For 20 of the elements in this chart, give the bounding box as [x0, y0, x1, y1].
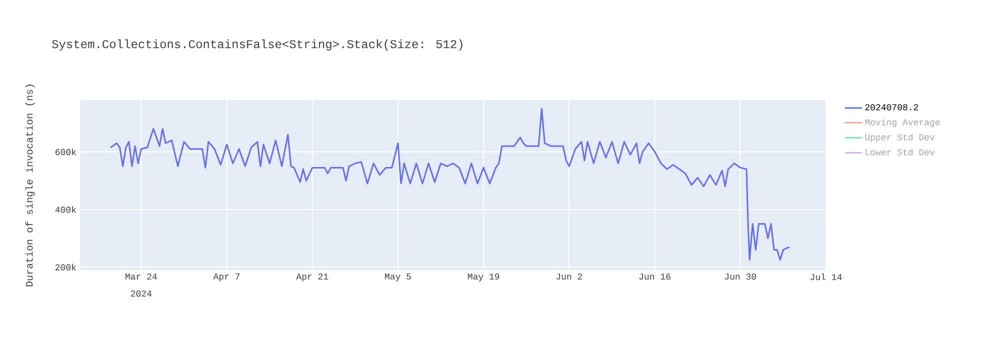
legend-label: Lower Std Dev: [866, 148, 935, 156]
x-tick-label: Apr 7: [213, 274, 240, 282]
legend-label: Moving Average: [865, 118, 940, 128]
text: 2024: [130, 290, 152, 297]
line-series: [110, 108, 790, 261]
legend-label: 20240708.2: [865, 104, 918, 110]
x-tick-label: Jul 14: [810, 274, 842, 280]
x-tick-label: Mar 24: [126, 274, 157, 280]
x-tick-label: May 19: [468, 274, 500, 282]
chart-title: System.Collections.ContainsFalse<String>.Stack(Size: 512): [52, 39, 462, 51]
x-tick-label: Jun 2: [556, 274, 582, 280]
y-axis-title: Duration of single invocation (ns): [25, 84, 35, 286]
legend-label: Upper Std Dev: [865, 134, 935, 142]
x-tick-label: Jun 16: [639, 274, 670, 280]
y-tick-label: 400k: [55, 206, 76, 213]
y-tick-label: 200k: [56, 264, 76, 270]
x-tick-label: May 5: [385, 274, 411, 282]
x-tick-label: Jun 30: [724, 274, 756, 280]
y-tick-label: 600k: [56, 148, 76, 156]
x-tick-label: Apr 21: [296, 274, 328, 282]
